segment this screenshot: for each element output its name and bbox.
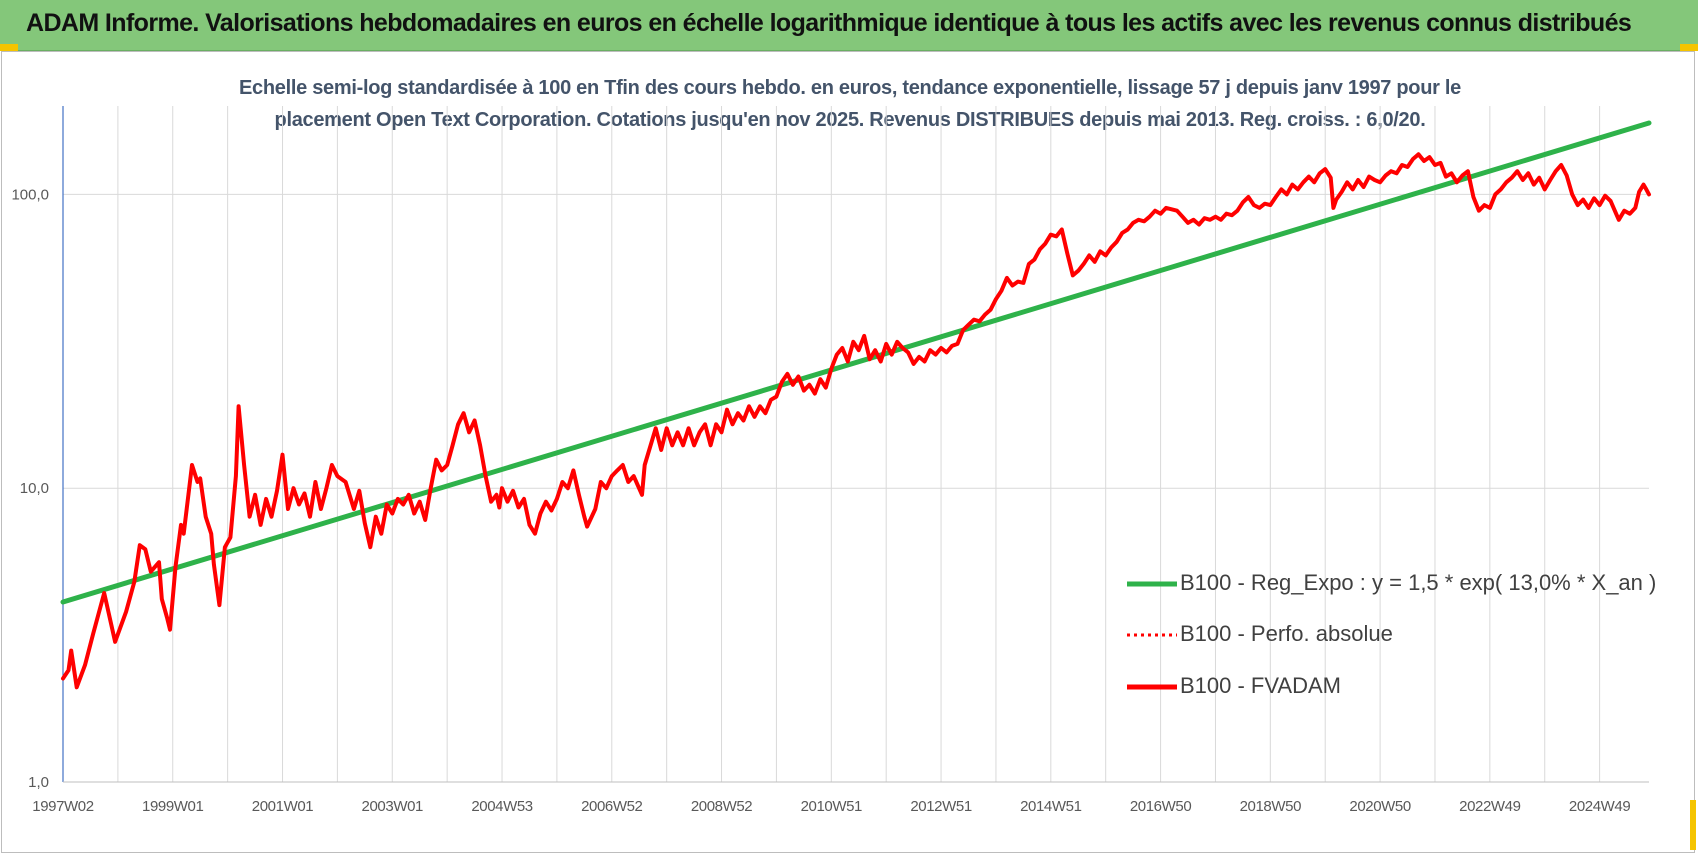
header-banner: ADAM Informe. Valorisations hebdomadaire… [0, 0, 1698, 51]
legend-label-0: B100 - Reg_Expo : y = 1,5 * exp( 13,0% *… [1180, 570, 1657, 595]
x-tick-label: 2020W50 [1349, 798, 1410, 815]
x-tick-label: 2010W51 [801, 798, 862, 815]
legend-label-2: B100 - FVADAM [1180, 673, 1341, 698]
axes: 1,0 10,0 100,0 1997W02 1999W01 2001W01 2003W01… [11, 106, 1649, 815]
corner-mark-top-left [0, 44, 18, 51]
x-tick-label: 2004W53 [471, 798, 532, 815]
x-tick-label: 1997W02 [32, 798, 93, 815]
x-tick-label: 2003W01 [362, 798, 423, 815]
corner-mark-bottom-right [1690, 800, 1696, 850]
x-tick-label: 2022W49 [1459, 798, 1520, 815]
x-tick-label: 2014W51 [1020, 798, 1081, 815]
page-title: ADAM Informe. Valorisations hebdomadaire… [26, 9, 1632, 37]
y-tick-label: 1,0 [28, 774, 49, 791]
x-tick-label: 2024W49 [1569, 798, 1630, 815]
series-line-2 [61, 152, 1651, 690]
grid [62, 106, 1649, 783]
series [60, 120, 1652, 690]
y-tick-label: 100,0 [11, 186, 49, 203]
series-line-0 [60, 120, 1652, 605]
legend [1127, 581, 1177, 690]
x-tick-label: 2018W50 [1240, 798, 1301, 815]
x-tick-label: 2012W51 [910, 798, 971, 815]
corner-mark-top-right [1680, 44, 1698, 51]
x-tick-label: 2001W01 [252, 798, 313, 815]
chart-title-line-1: Echelle semi-log standardisée à 100 en T… [239, 77, 1461, 99]
legend-label-1: B100 - Perfo. absolue [1180, 621, 1393, 646]
chart-frame [1, 51, 1695, 853]
chart-title-line-2: placement Open Text Corporation. Cotatio… [274, 109, 1426, 131]
x-tick-label: 2016W50 [1130, 798, 1191, 815]
x-tick-label: 1999W01 [142, 798, 203, 815]
x-tick-label: 2006W52 [581, 798, 642, 815]
x-tick-label: 2008W52 [691, 798, 752, 815]
y-tick-label: 10,0 [20, 480, 49, 497]
